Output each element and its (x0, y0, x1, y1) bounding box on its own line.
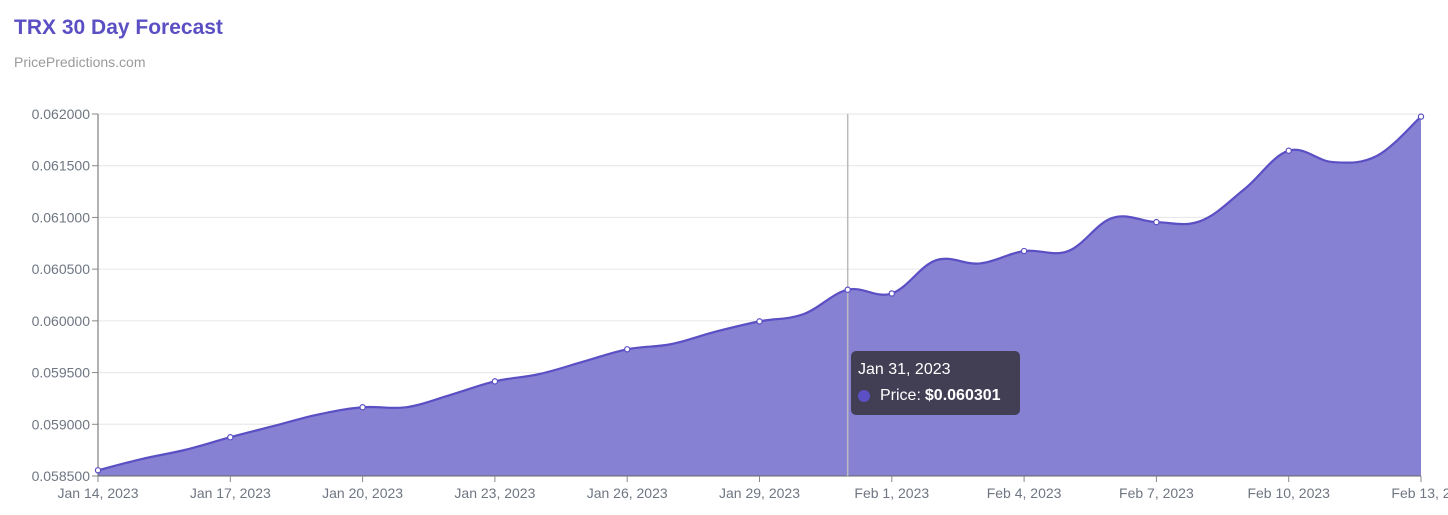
y-tick-label: 0.058500 (32, 468, 91, 484)
x-tick-label: Feb 10, 2023 (1247, 485, 1330, 501)
x-tick-label: Jan 23, 2023 (454, 485, 535, 501)
data-point[interactable] (888, 290, 896, 297)
data-point[interactable] (1285, 147, 1292, 154)
data-point[interactable] (624, 346, 631, 353)
x-tick-label: Jan 17, 2023 (190, 485, 271, 501)
data-point[interactable] (756, 318, 763, 325)
x-tick-label: Jan 26, 2023 (587, 485, 668, 501)
data-point[interactable] (227, 434, 234, 441)
data-point[interactable] (1020, 247, 1028, 255)
chart-subtitle: PricePredictions.com (14, 54, 146, 70)
y-axis-ticks: 0.062000 0.061500 0.061000 0.060500 0.060000… (32, 106, 98, 484)
chart-title: TRX 30 Day Forecast (14, 16, 223, 39)
x-tick-label: Feb 4, 2023 (987, 485, 1062, 501)
y-tick-label: 0.059000 (32, 416, 91, 432)
y-tick-label: 0.060000 (32, 313, 91, 329)
x-tick-label: Feb 7, 2023 (1119, 485, 1194, 501)
y-tick-label: 0.062000 (32, 106, 91, 122)
price-area-fill (98, 116, 1421, 476)
x-axis-ticks: Jan 14, 2023 Jan 17, 2023 Jan 20, 2023 Jan … (58, 476, 1448, 501)
y-tick-label: 0.060500 (32, 261, 91, 277)
data-point[interactable] (844, 286, 851, 293)
x-tick-label: Feb 1, 2023 (854, 485, 929, 501)
data-point[interactable] (1153, 218, 1160, 226)
x-tick-label: Jan 14, 2023 (58, 485, 139, 501)
data-point[interactable] (359, 404, 366, 411)
tooltip-value: $0.060301 (924, 387, 1001, 404)
tooltip-price-row: Price: $0.060301 (858, 387, 1001, 405)
series-color-dot-icon (858, 390, 870, 402)
data-points (94, 113, 1425, 474)
tooltip-label: Price: (880, 387, 921, 404)
y-tick-label: 0.061500 (32, 158, 91, 174)
x-tick-label: Feb 13, 2 (1391, 485, 1448, 501)
data-point[interactable] (491, 378, 499, 385)
x-tick-label: Jan 20, 2023 (322, 485, 403, 501)
x-tick-label: Jan 29, 2023 (719, 485, 800, 501)
y-tick-label: 0.059500 (32, 365, 91, 381)
tooltip-date: Jan 31, 2023 (858, 361, 951, 378)
data-point[interactable] (1417, 113, 1425, 120)
data-point[interactable] (94, 467, 102, 474)
price-tooltip: Jan 31, 2023 Price: $0.060301 (851, 351, 1020, 415)
y-tick-label: 0.061000 (32, 209, 91, 225)
